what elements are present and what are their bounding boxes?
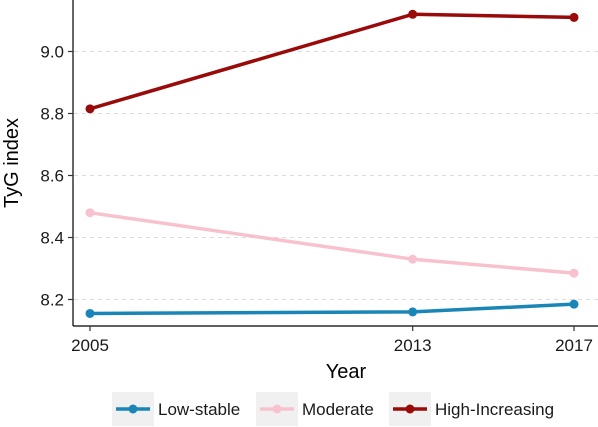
y-axis-title: TyG index: [1, 118, 23, 208]
x-tick-label: 2017: [555, 336, 593, 355]
y-tick-label: 8.6: [40, 167, 64, 186]
legend-label: Moderate: [302, 400, 374, 419]
legend-key-point: [405, 404, 415, 414]
x-axis-ticks: 2005 2013 2017: [71, 326, 593, 355]
legend-key-point: [128, 404, 138, 414]
y-tick-label: 8.4: [40, 229, 64, 248]
data-point-high-increasing: [408, 9, 418, 19]
legend-label: High-Increasing: [435, 400, 554, 419]
legend-key-point: [272, 404, 282, 414]
x-tick-label: 2005: [71, 336, 109, 355]
legend-item-high-increasing: High-Increasing: [389, 392, 554, 426]
data-point-low-stable: [408, 307, 418, 317]
y-tick-label: 8.2: [40, 291, 64, 310]
series-layer: [85, 9, 579, 318]
data-point-low-stable: [569, 299, 579, 309]
legend-label: Low-stable: [158, 400, 240, 419]
x-tick-label: 2013: [394, 336, 432, 355]
data-point-moderate: [569, 268, 579, 278]
y-tick-label: 8.8: [40, 105, 64, 124]
legend-item-low-stable: Low-stable: [112, 392, 240, 426]
data-point-low-stable: [85, 308, 95, 318]
y-tick-label: 9.0: [40, 43, 64, 62]
legend: Low-stable Moderate High-Increasing: [112, 392, 554, 426]
data-point-moderate: [408, 254, 418, 264]
data-point-high-increasing: [85, 104, 95, 114]
data-point-high-increasing: [569, 12, 579, 22]
series-line-high-increasing: [89, 12, 575, 111]
data-point-moderate: [85, 208, 95, 218]
x-axis-title: Year: [326, 361, 367, 383]
series-line-low-stable: [89, 302, 575, 316]
y-axis-ticks: 8.2 8.4 8.6 8.8 9.0: [40, 43, 73, 310]
series-line-moderate: [89, 210, 575, 275]
legend-item-moderate: Moderate: [256, 392, 374, 426]
